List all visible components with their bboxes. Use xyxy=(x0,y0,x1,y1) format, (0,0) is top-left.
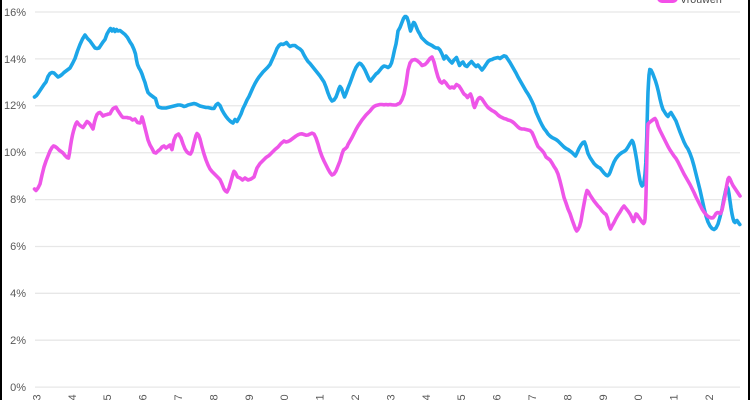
svg-text:8: 8 xyxy=(562,394,574,400)
svg-text:1: 1 xyxy=(669,394,681,400)
svg-text:2: 2 xyxy=(704,394,716,400)
svg-text:5: 5 xyxy=(456,394,468,400)
svg-text:4: 4 xyxy=(67,394,79,400)
svg-text:6: 6 xyxy=(138,394,150,400)
svg-text:9: 9 xyxy=(598,394,610,400)
svg-text:9: 9 xyxy=(244,394,256,400)
svg-text:3: 3 xyxy=(385,394,397,400)
svg-text:5: 5 xyxy=(102,394,114,400)
svg-text:7: 7 xyxy=(173,394,185,400)
svg-text:3: 3 xyxy=(31,394,43,400)
svg-text:1: 1 xyxy=(315,394,327,400)
svg-text:0: 0 xyxy=(279,394,291,400)
svg-text:6: 6 xyxy=(492,394,504,400)
svg-text:0: 0 xyxy=(633,394,645,400)
svg-text:7: 7 xyxy=(527,394,539,400)
svg-text:8: 8 xyxy=(208,394,220,400)
svg-text:2: 2 xyxy=(350,394,362,400)
svg-text:4: 4 xyxy=(421,394,433,400)
